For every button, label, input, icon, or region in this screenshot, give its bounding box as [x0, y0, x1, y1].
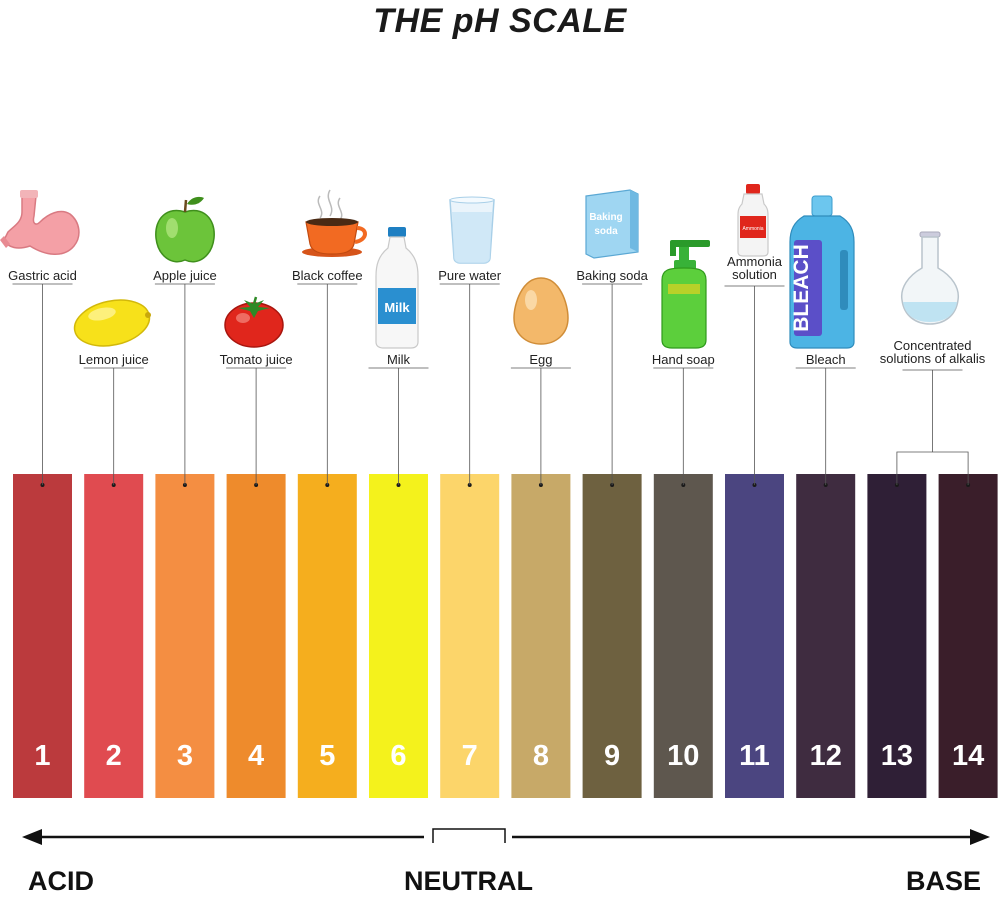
ph-value-13: 13 [881, 740, 913, 772]
example-label-apple-juice: Apple juice [115, 269, 255, 282]
ammonia-bottle-icon: Ammonia [738, 184, 768, 256]
ph-value-2: 2 [106, 740, 122, 772]
baking-soda-label-line1: Baking [589, 212, 622, 223]
example-label-milk: Milk [329, 353, 469, 366]
neutral-label: NEUTRAL [404, 866, 533, 897]
ph-value-4: 4 [248, 740, 264, 772]
base-label: BASE [906, 866, 981, 897]
example-label-egg: Egg [471, 353, 611, 366]
acid-label: ACID [28, 866, 94, 897]
neutral-bracket [433, 829, 505, 843]
example-label-lemon-juice: Lemon juice [44, 353, 184, 366]
water-glass-icon [450, 197, 494, 263]
ammonia-label-line2: solution [685, 268, 825, 281]
ph-value-1: 1 [34, 740, 50, 772]
ph-value-3: 3 [177, 740, 193, 772]
ph-value-11: 11 [739, 740, 770, 772]
ph-value-12: 12 [810, 740, 842, 772]
milk-bottle-icon: Milk [376, 227, 418, 348]
lemon-icon [70, 294, 153, 353]
coffee-cup-icon [302, 190, 365, 257]
egg-icon [514, 278, 568, 344]
ammonia-bottle-label: Ammonia [742, 226, 763, 232]
example-label-black-coffee: Black coffee [257, 269, 397, 282]
ph-value-9: 9 [604, 740, 620, 772]
example-label-tomato-juice: Tomato juice [186, 353, 326, 366]
ph-value-6: 6 [390, 740, 406, 772]
ph-value-14: 14 [952, 740, 984, 772]
stomach-icon [0, 190, 79, 254]
apple-icon [156, 197, 214, 262]
milk-bottle-label: Milk [384, 300, 410, 315]
flask-icon [902, 232, 959, 324]
ph-value-7: 7 [462, 740, 478, 772]
baking-soda-box-icon: Baking soda [586, 190, 638, 258]
example-label-pure-water: Pure water [400, 269, 540, 282]
alkali-label-line2: solutions of alkalis [863, 352, 1000, 365]
tomato-icon [225, 297, 283, 347]
baking-soda-label-line2: soda [594, 226, 618, 237]
acid-base-axis [22, 829, 990, 845]
ph-value-8: 8 [533, 740, 549, 772]
example-label-gastric-acid: Gastric acid [0, 269, 113, 282]
example-label-baking-soda: Baking soda [542, 269, 682, 282]
ph-value-10: 10 [667, 740, 699, 772]
example-label-hand-soap: Hand soap [613, 353, 753, 366]
ph-value-5: 5 [319, 740, 335, 772]
